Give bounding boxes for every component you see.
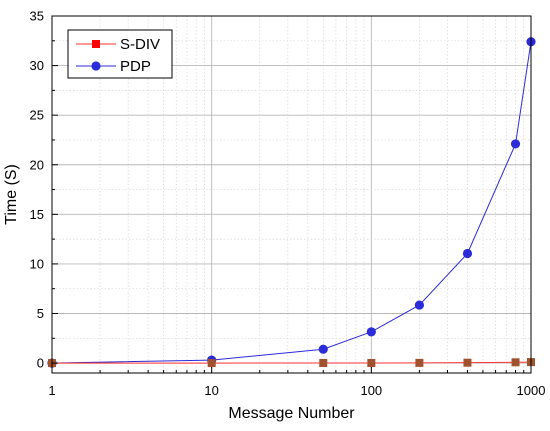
x-tick-label: 10 [204, 383, 218, 398]
legend-label: S-DIV [120, 36, 160, 53]
data-point [415, 358, 424, 367]
x-tick-label: 100 [360, 383, 382, 398]
legend-label: PDP [120, 58, 151, 75]
y-tick-label: 30 [30, 58, 44, 73]
data-point [462, 248, 473, 259]
data-point [367, 358, 376, 367]
y-tick-label: 25 [30, 108, 44, 123]
data-point [319, 358, 328, 367]
legend-item: S-DIV [76, 36, 160, 53]
legend-marker [92, 40, 100, 48]
y-tick-label: 15 [30, 207, 44, 222]
y-axis-title: Time (S) [3, 164, 20, 225]
x-axis-title: Message Number [228, 405, 355, 422]
data-point [414, 300, 424, 310]
data-point [463, 358, 472, 367]
data-point [366, 327, 376, 337]
legend-marker [91, 61, 101, 71]
x-tick-label: 1000 [517, 383, 546, 398]
series-s-div [48, 358, 535, 368]
y-tick-label: 20 [30, 157, 44, 172]
y-tick-label: 35 [30, 9, 44, 24]
series-pdp [47, 37, 536, 368]
legend: S-DIV PDP [67, 29, 173, 79]
series-line [51, 41, 532, 364]
axes: 1 10 100 1000 0 5 10 15 20 25 30 35 [30, 9, 546, 399]
series-line [52, 361, 532, 364]
legend-box [67, 29, 173, 79]
y-tick-label: 0 [37, 356, 44, 371]
data-point [207, 359, 216, 368]
x-tick-label: 1 [48, 383, 55, 398]
data-point [318, 344, 328, 354]
data-point [510, 139, 521, 149]
y-tick-label: 10 [30, 256, 44, 271]
data-point [511, 358, 520, 367]
plot-frame [51, 15, 532, 374]
series-layer [47, 37, 536, 368]
y-tick-label: 5 [37, 306, 44, 321]
legend-item: PDP [76, 58, 151, 75]
